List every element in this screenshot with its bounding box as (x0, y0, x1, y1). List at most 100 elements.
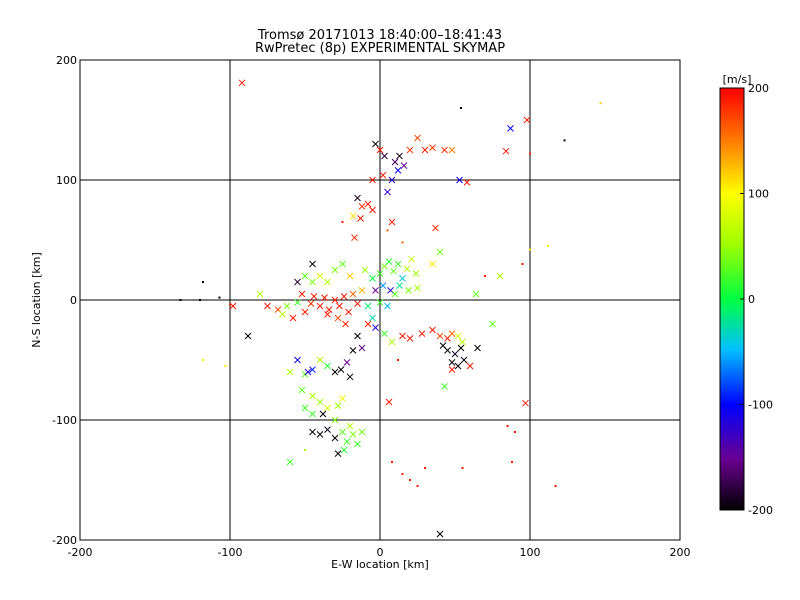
data-point-dot (424, 467, 426, 469)
data-point-cross (381, 330, 388, 337)
x-tick-label: 200 (670, 546, 691, 559)
data-point-cross (264, 302, 271, 310)
data-point-cross (358, 344, 366, 352)
x-tick-label: -200 (68, 546, 93, 559)
data-point-cross (283, 302, 291, 310)
chart-title: Tromsø 20171013 18:40:00–18:41:43 (257, 28, 502, 43)
data-point-dot (199, 299, 201, 301)
chart-subtitle: RwPretec (8p) EXPERIMENTAL SKYMAP (255, 41, 505, 56)
data-point-dot (409, 479, 411, 481)
data-point-cross (448, 146, 456, 154)
data-point-cross (457, 344, 465, 352)
data-point-cross (286, 458, 294, 466)
data-point-cross (379, 282, 387, 289)
colorbar-tick-label: 100 (748, 188, 769, 201)
data-point-dot (218, 296, 221, 299)
data-point-cross (301, 404, 309, 412)
data-point-dot (599, 102, 602, 105)
data-point-cross (342, 320, 349, 328)
colorbar: [m/s] 200 100 0 -100 -200 (719, 73, 773, 517)
grid-lines (80, 60, 680, 540)
data-point-cross (316, 398, 324, 406)
data-point-cross (339, 260, 346, 268)
x-tick-label: -100 (218, 546, 243, 559)
data-point-cross (331, 416, 339, 424)
data-point-cross (523, 116, 531, 124)
data-point-cross (448, 330, 456, 337)
data-point-cross (310, 293, 318, 300)
data-point-cross (349, 290, 357, 298)
data-point-cross (454, 332, 462, 340)
data-point-cross (339, 395, 346, 402)
data-point-dot (529, 248, 531, 251)
data-point-cross (309, 410, 316, 418)
data-point-cross (394, 260, 402, 268)
data-point-cross (331, 434, 339, 442)
data-point-cross (364, 200, 372, 208)
data-point-cross (324, 426, 331, 433)
data-point-cross (307, 300, 315, 307)
data-point-dot (554, 485, 557, 487)
data-point-cross (324, 278, 331, 286)
data-point-cross (354, 332, 361, 340)
data-point-cross (460, 356, 468, 364)
data-point-dot (229, 303, 231, 306)
data-point-cross (349, 431, 357, 438)
data-point-cross (361, 266, 369, 274)
data-point-dot (397, 359, 399, 361)
data-point-cross (444, 347, 451, 354)
data-point-cross (345, 308, 352, 316)
data-point-cross (436, 530, 444, 538)
data-point-cross (384, 302, 391, 310)
data-point-cross (340, 446, 348, 454)
data-point-cross (316, 356, 324, 364)
y-tick-label: 0 (70, 294, 77, 307)
data-point-dot (224, 365, 227, 367)
data-point-cross (405, 287, 412, 294)
data-point-cross (388, 176, 396, 184)
data-point-cross (354, 300, 361, 307)
data-point-cross (372, 287, 379, 294)
data-point-cross (339, 428, 346, 436)
data-point-cross (466, 362, 474, 370)
data-point-dot (514, 431, 516, 433)
data-point-cross (354, 194, 361, 202)
data-point-dot (304, 449, 306, 451)
data-point-dot (521, 263, 524, 265)
data-point-cross (400, 162, 408, 169)
data-point-cross (369, 314, 376, 322)
data-point-cross (406, 335, 414, 342)
data-point-cross (432, 224, 439, 232)
colorbar-tick-label: -100 (748, 399, 773, 412)
data-point-dot (461, 467, 464, 469)
data-point-cross (357, 215, 364, 222)
y-tick-label: -200 (52, 534, 77, 547)
data-point-cross (448, 366, 456, 373)
data-point-cross (414, 284, 421, 292)
data-point-cross (463, 179, 471, 186)
data-point-cross (456, 176, 463, 184)
data-point-cross (369, 176, 376, 184)
data-point-cross (301, 272, 309, 280)
data-point-cross (384, 188, 391, 196)
data-point-dot (202, 281, 204, 283)
data-point-cross (316, 272, 324, 280)
colorbar-tick-label: -200 (748, 504, 773, 517)
data-point-cross (340, 293, 348, 300)
data-point-cross (429, 144, 436, 151)
x-axis-ticks: -200 -100 0 100 200 (68, 60, 691, 559)
data-point-cross (294, 299, 301, 306)
data-point-cross (441, 146, 448, 154)
data-points (179, 79, 602, 538)
data-point-cross (474, 344, 481, 352)
data-point-cross (406, 146, 414, 154)
y-tick-label: 200 (56, 54, 77, 67)
data-point-cross (334, 314, 342, 322)
y-tick-label: 100 (56, 174, 77, 187)
x-axis-label: E-W location [km] (331, 558, 429, 571)
data-point-cross (396, 152, 403, 160)
data-point-cross (385, 258, 393, 265)
data-point-cross (316, 431, 324, 438)
data-point-cross (346, 373, 354, 381)
